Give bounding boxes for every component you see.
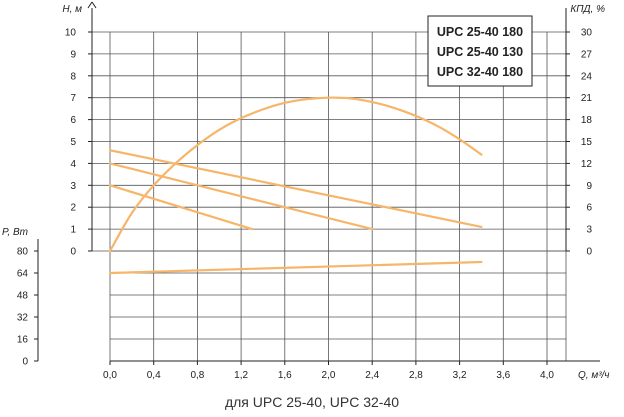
chart-legend: UPC 25-40 180 UPC 25-40 130 UPC 32-40 180	[427, 15, 533, 87]
flow-tick-label: 0,8	[190, 370, 204, 381]
head-axis-label: H, м	[62, 4, 82, 15]
legend-entry: UPC 25-40 130	[437, 45, 523, 59]
legend-box	[427, 15, 533, 87]
series-curve-3	[108, 184, 254, 231]
flow-tick-label: 2,8	[409, 370, 423, 381]
series-curve-4	[108, 96, 483, 253]
head-tick-label: 3	[70, 181, 76, 192]
series-curve-1	[108, 149, 483, 229]
series-curve-2	[108, 162, 374, 231]
efficiency-tick-label: 24	[581, 71, 593, 82]
flow-tick-label: 0,4	[147, 370, 161, 381]
head-tick-label: 10	[65, 28, 77, 39]
head-tick-label: 7	[70, 93, 76, 104]
flow-tick-label: 2,4	[365, 370, 379, 381]
efficiency-tick-label: 15	[581, 137, 593, 148]
flow-tick-label: 1,6	[278, 370, 292, 381]
efficiency-tick-label: 0	[586, 247, 592, 258]
power-tick-label: 16	[17, 335, 29, 346]
head-tick-label: 9	[70, 49, 76, 60]
legend-entry: UPC 32-40 180	[437, 65, 523, 79]
efficiency-tick-label: 21	[581, 93, 593, 104]
flow-tick-label: 0,0	[103, 370, 117, 381]
head-tick-label: 6	[70, 115, 76, 126]
chart-caption: для UPC 25-40, UPC 32-40	[224, 394, 400, 410]
efficiency-tick-label: 3	[586, 225, 592, 236]
power-tick-label: 0	[22, 357, 28, 368]
chart-tick-labels: 0123456789100369121518212427300163248648…	[2, 4, 609, 381]
head-tick-label: 5	[70, 137, 76, 148]
power-tick-label: 64	[17, 269, 29, 280]
pump-performance-chart: 0123456789100369121518212427300163248648…	[2, 1, 609, 381]
chart-axes	[34, 1, 600, 365]
power-tick-label: 32	[17, 313, 29, 324]
flow-tick-label: 2,0	[322, 370, 336, 381]
series-curve-5	[108, 260, 483, 275]
legend-entry: UPC 25-40 180	[437, 25, 523, 39]
flow-axis-label: Q, м³/ч	[578, 370, 609, 381]
efficiency-tick-label: 6	[586, 203, 592, 214]
power-tick-label: 48	[17, 291, 29, 302]
head-tick-label: 2	[70, 203, 76, 214]
flow-tick-label: 3,6	[496, 370, 510, 381]
efficiency-axis-label: КПД, %	[570, 4, 605, 15]
head-tick-label: 8	[70, 71, 76, 82]
head-tick-label: 4	[70, 159, 76, 170]
efficiency-tick-label: 18	[581, 115, 593, 126]
head-tick-label: 1	[70, 225, 76, 236]
chart-series	[108, 96, 483, 275]
head-axis-arrow	[87, 1, 93, 9]
power-axis-label: P, Вт	[2, 227, 28, 238]
flow-tick-label: 3,2	[453, 370, 467, 381]
head-axis-arrow	[91, 1, 97, 9]
efficiency-tick-label: 27	[581, 49, 593, 60]
head-tick-label: 0	[70, 247, 76, 258]
efficiency-tick-label: 30	[581, 28, 593, 39]
flow-tick-label: 1,2	[234, 370, 248, 381]
flow-tick-label: 4,0	[540, 370, 554, 381]
efficiency-tick-label: 9	[586, 181, 592, 192]
efficiency-tick-label: 12	[581, 159, 593, 170]
power-tick-label: 80	[17, 247, 29, 258]
